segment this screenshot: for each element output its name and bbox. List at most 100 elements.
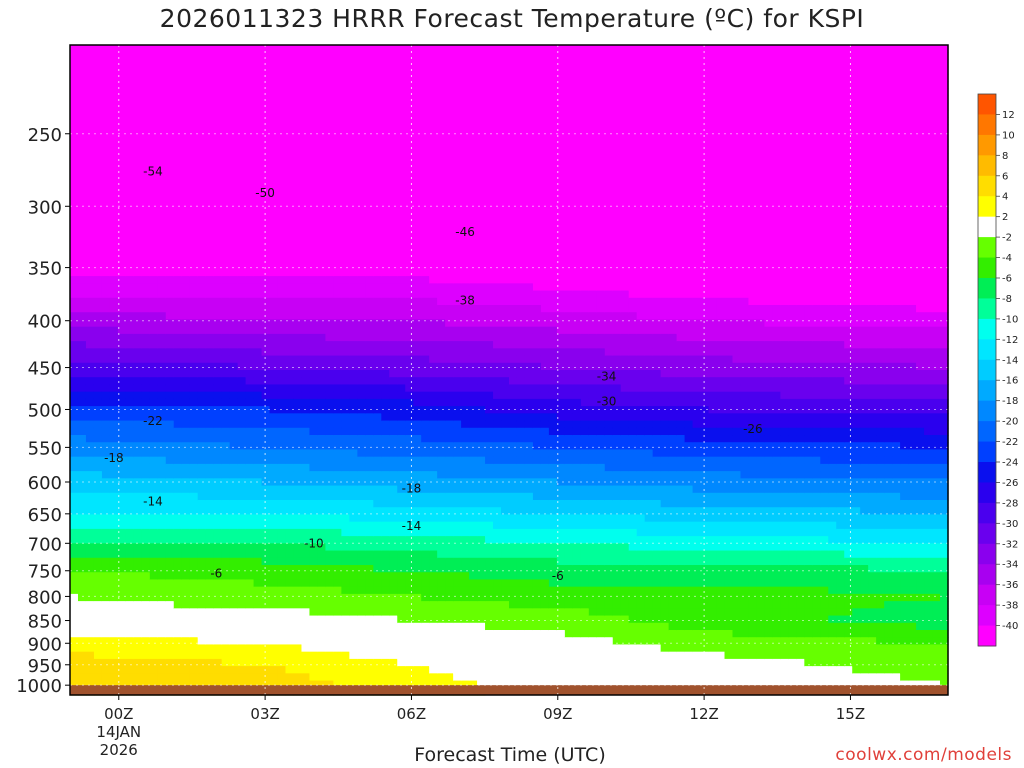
field-cell: [317, 456, 327, 465]
field-cell: [493, 377, 502, 386]
field-cell: [445, 110, 454, 118]
field-cell: [189, 153, 199, 162]
field-cell: [261, 622, 271, 631]
field-cell: [221, 319, 231, 328]
field-cell: [109, 406, 119, 414]
field-cell: [77, 514, 87, 523]
field-cell: [70, 196, 79, 205]
field-cell: [477, 492, 486, 501]
field-cell: [109, 478, 119, 487]
field-cell: [381, 442, 390, 451]
field-cell: [421, 146, 430, 154]
field-cell: [133, 658, 143, 667]
field-cell: [485, 66, 494, 75]
field-cell: [277, 557, 287, 566]
field-cell: [197, 110, 207, 118]
field-cell: [149, 348, 159, 357]
field-cell: [509, 240, 518, 248]
field-cell: [101, 622, 111, 631]
field-cell: [333, 500, 342, 508]
field-cell: [229, 463, 239, 472]
field-cell: [197, 398, 207, 407]
field-cell: [333, 73, 342, 82]
field-cell: [245, 73, 255, 82]
field-cell: [437, 442, 446, 451]
field-cell: [149, 146, 159, 154]
field-cell: [189, 117, 199, 126]
field-cell: [157, 463, 167, 472]
field-cell: [437, 297, 446, 306]
field-cell: [293, 521, 303, 530]
field-cell: [349, 66, 358, 75]
field-cell: [413, 615, 422, 624]
field-cell: [293, 240, 303, 248]
field-cell: [109, 362, 119, 371]
field-cell: [165, 117, 175, 126]
field-cell: [109, 608, 119, 617]
field-cell: [357, 514, 366, 523]
field-cell: [437, 167, 446, 176]
field-cell: [373, 507, 382, 516]
field-cell: [181, 644, 191, 653]
field-cell: [341, 175, 350, 183]
field-cell: [421, 225, 430, 234]
field-cell: [309, 398, 319, 407]
field-cell: [93, 536, 103, 544]
field-cell: [461, 384, 470, 393]
field-cell: [181, 240, 191, 248]
field-cell: [477, 500, 486, 508]
field-cell: [429, 59, 438, 68]
field-cell: [317, 377, 327, 386]
field-cell: [325, 565, 334, 573]
field-cell: [93, 651, 103, 660]
field-cell: [341, 463, 350, 472]
field-cell: [461, 644, 470, 653]
field-cell: [453, 456, 462, 465]
field-cell: [341, 110, 350, 118]
field-cell: [77, 333, 87, 342]
field-cell: [389, 88, 398, 97]
field-cell: [85, 485, 95, 494]
field-cell: [93, 442, 103, 451]
field-cell: [389, 420, 398, 429]
field-cell: [101, 398, 111, 407]
field-cell: [277, 225, 287, 234]
field-cell: [125, 391, 135, 400]
field-cell: [381, 348, 390, 357]
field-cell: [461, 138, 470, 147]
field-cell: [109, 297, 119, 306]
field-cell: [421, 680, 430, 689]
field-cell: [501, 225, 510, 234]
field-cell: [189, 471, 199, 479]
field-cell: [261, 341, 271, 349]
field-cell: [149, 333, 159, 342]
field-cell: [461, 276, 470, 284]
field-cell: [501, 290, 510, 299]
field-cell: [157, 427, 167, 436]
field-cell: [125, 290, 135, 299]
field-cell: [221, 673, 231, 682]
field-cell: [365, 297, 374, 306]
field-cell: [309, 297, 319, 306]
field-cell: [349, 622, 358, 631]
field-cell: [165, 146, 175, 154]
field-cell: [205, 290, 215, 299]
field-cell: [309, 507, 319, 516]
field-cell: [269, 160, 279, 169]
field-cell: [453, 95, 462, 104]
field-cell: [453, 485, 462, 494]
field-cell: [133, 268, 143, 277]
field-cell: [373, 521, 382, 530]
field-cell: [93, 283, 103, 292]
field-cell: [477, 536, 486, 544]
field-cell: [205, 362, 215, 371]
field-cell: [285, 406, 295, 414]
field-cell: [365, 124, 374, 133]
field-cell: [493, 362, 502, 371]
field-cell: [357, 362, 366, 371]
field-cell: [349, 536, 358, 544]
field-cell: [181, 341, 191, 349]
field-cell: [221, 593, 231, 602]
field-cell: [133, 463, 143, 472]
field-cell: [309, 59, 319, 68]
